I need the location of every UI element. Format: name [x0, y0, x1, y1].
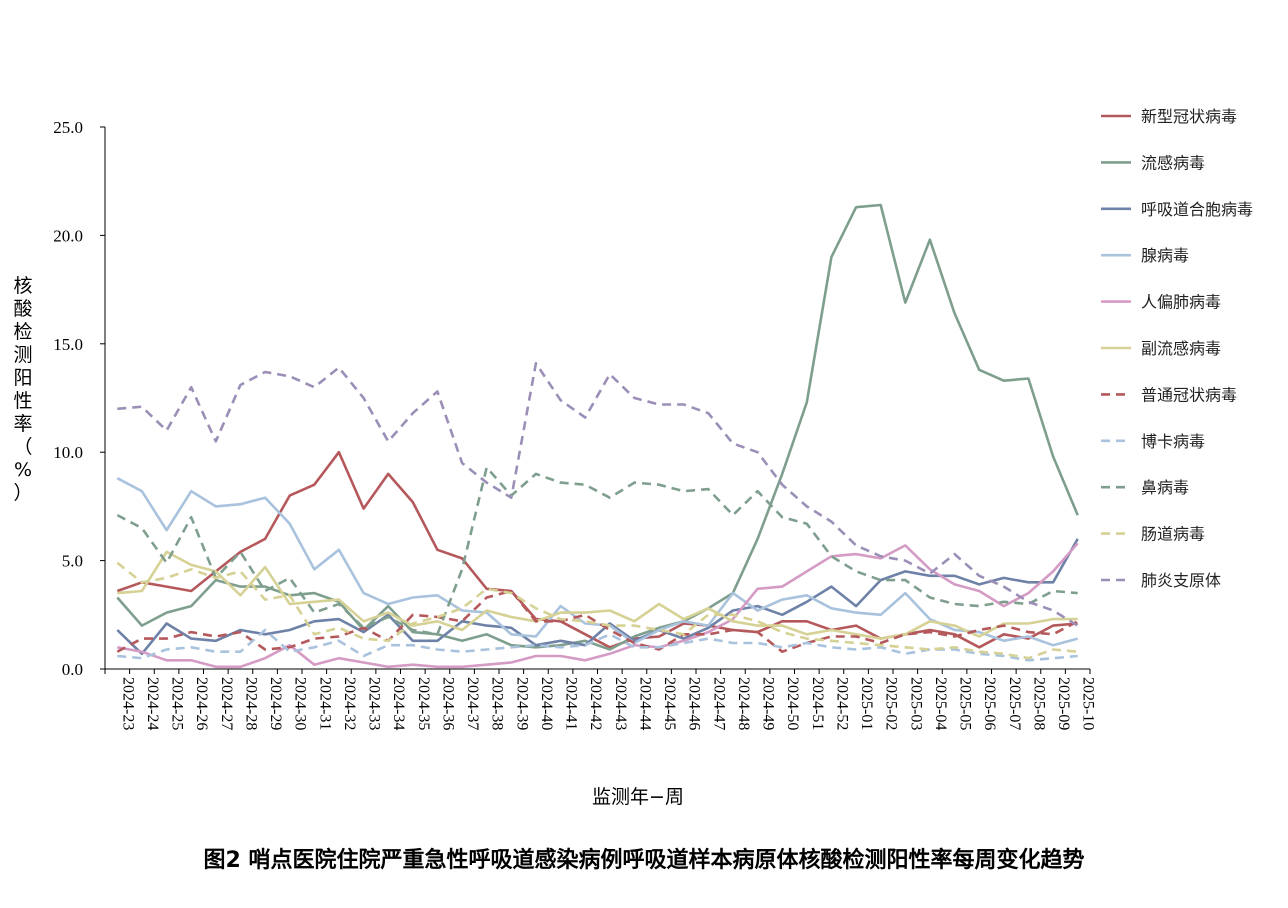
y-tick-label: 15.0	[53, 335, 83, 354]
x-tick-label: 2024-34	[390, 677, 407, 730]
series-line-2	[116, 538, 1079, 656]
x-tick-label: 2024-23	[119, 677, 136, 730]
legend-label: 腺病毒	[1141, 246, 1189, 265]
x-tick-label: 2024-52	[833, 677, 850, 730]
series-line-4	[117, 542, 1079, 669]
legend: 新型冠状病毒流感病毒呼吸道合胞病毒腺病毒人偏肺病毒副流感病毒普通冠状病毒博卡病毒…	[1101, 107, 1253, 590]
axes: 0.0 5.0 10.0 15.0 20.0 25.0 2024-23 2024-24 2024…	[53, 118, 1096, 730]
legend-label: 博卡病毒	[1141, 432, 1205, 451]
x-tick-label: 2024-33	[366, 677, 383, 730]
x-tick-label: 2024-46	[686, 677, 703, 730]
series-line-1	[116, 203, 1079, 651]
legend-label: 新型冠状病毒	[1141, 107, 1237, 126]
x-tick-label: 2024-50	[784, 677, 801, 730]
x-tick-label: 2024-25	[169, 677, 186, 730]
legend-label: 鼻病毒	[1141, 478, 1189, 497]
x-tick-label: 2024-35	[415, 677, 432, 730]
x-tick-label: 2024-32	[341, 677, 358, 730]
legend-label: 肠道病毒	[1141, 525, 1205, 544]
legend-label: 人偏肺病毒	[1141, 293, 1221, 312]
x-tick-label: 2024-40	[538, 677, 555, 730]
x-tick-label: 2024-48	[735, 677, 752, 730]
series-line-5	[117, 550, 1078, 640]
x-tick-label: 2024-31	[316, 677, 333, 730]
legend-label: 流感病毒	[1141, 153, 1205, 172]
series-line-6	[116, 589, 1079, 654]
x-tick-label: 2025-02	[883, 677, 900, 730]
x-tick-label: 2025-05	[957, 677, 974, 730]
x-tick-label: 2024-41	[563, 677, 580, 730]
x-tick-label: 2025-07	[1006, 677, 1023, 730]
x-tick-label: 2024-42	[587, 677, 604, 730]
y-tick-label: 0.0	[62, 660, 83, 679]
x-tick-label: 2024-38	[489, 677, 506, 730]
x-tick-label: 2024-36	[439, 677, 456, 730]
x-tick-label: 2025-08	[1030, 677, 1047, 730]
x-tick-label: 2025-01	[858, 677, 875, 730]
x-tick-label: 2025-09	[1055, 677, 1072, 730]
y-tick-label: 10.0	[53, 443, 83, 462]
legend-label: 肺炎支原体	[1141, 571, 1221, 590]
series-line-8	[116, 466, 1078, 636]
y-tick-label: 25.0	[53, 118, 83, 137]
series-line-9	[116, 561, 1078, 660]
legend-label: 副流感病毒	[1141, 339, 1221, 358]
legend-label: 呼吸道合胞病毒	[1141, 200, 1253, 219]
x-tick-label: 2025-06	[981, 677, 998, 730]
x-tick-label: 2024-26	[193, 677, 210, 730]
x-tick-label: 2024-51	[809, 677, 826, 730]
x-tick-label: 2024-30	[292, 677, 309, 730]
y-tick-label: 20.0	[53, 226, 83, 245]
x-tick-label: 2025-03	[907, 677, 924, 730]
x-axis-title: 监测年−周	[592, 786, 684, 808]
x-tick-label: 2024-39	[513, 677, 530, 730]
x-tick-label: 2024-43	[612, 677, 629, 730]
x-tick-label: 2024-47	[710, 677, 727, 730]
x-tick-label: 2024-28	[242, 677, 259, 730]
x-tick-label: 2024-29	[267, 677, 284, 730]
series-lines	[116, 203, 1079, 669]
series-line-10	[117, 361, 1079, 627]
y-axis-title: 核酸检测阳性率（%）	[13, 275, 32, 504]
x-tick-label: 2025-04	[932, 677, 949, 730]
x-tick-label: 2024-27	[218, 677, 235, 730]
series-line-3	[116, 477, 1079, 647]
x-tick-label: 2024-45	[661, 677, 678, 730]
x-tick-label: 2024-44	[636, 677, 653, 730]
x-tick-label: 2025-10	[1080, 677, 1097, 730]
x-tick-label: 2024-37	[464, 677, 481, 730]
x-tick-label: 2024-49	[760, 677, 777, 730]
x-tick-label: 2024-24	[144, 677, 161, 730]
legend-label: 普通冠状病毒	[1141, 385, 1237, 404]
figure-caption: 图2 哨点医院住院严重急性呼吸道感染病例呼吸道样本病原体核酸检测阳性率每周变化趋…	[203, 848, 1085, 873]
y-tick-label: 5.0	[62, 552, 83, 571]
series-line-0	[116, 450, 1078, 649]
